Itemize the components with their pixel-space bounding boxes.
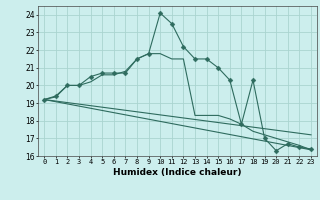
X-axis label: Humidex (Indice chaleur): Humidex (Indice chaleur)	[113, 168, 242, 177]
